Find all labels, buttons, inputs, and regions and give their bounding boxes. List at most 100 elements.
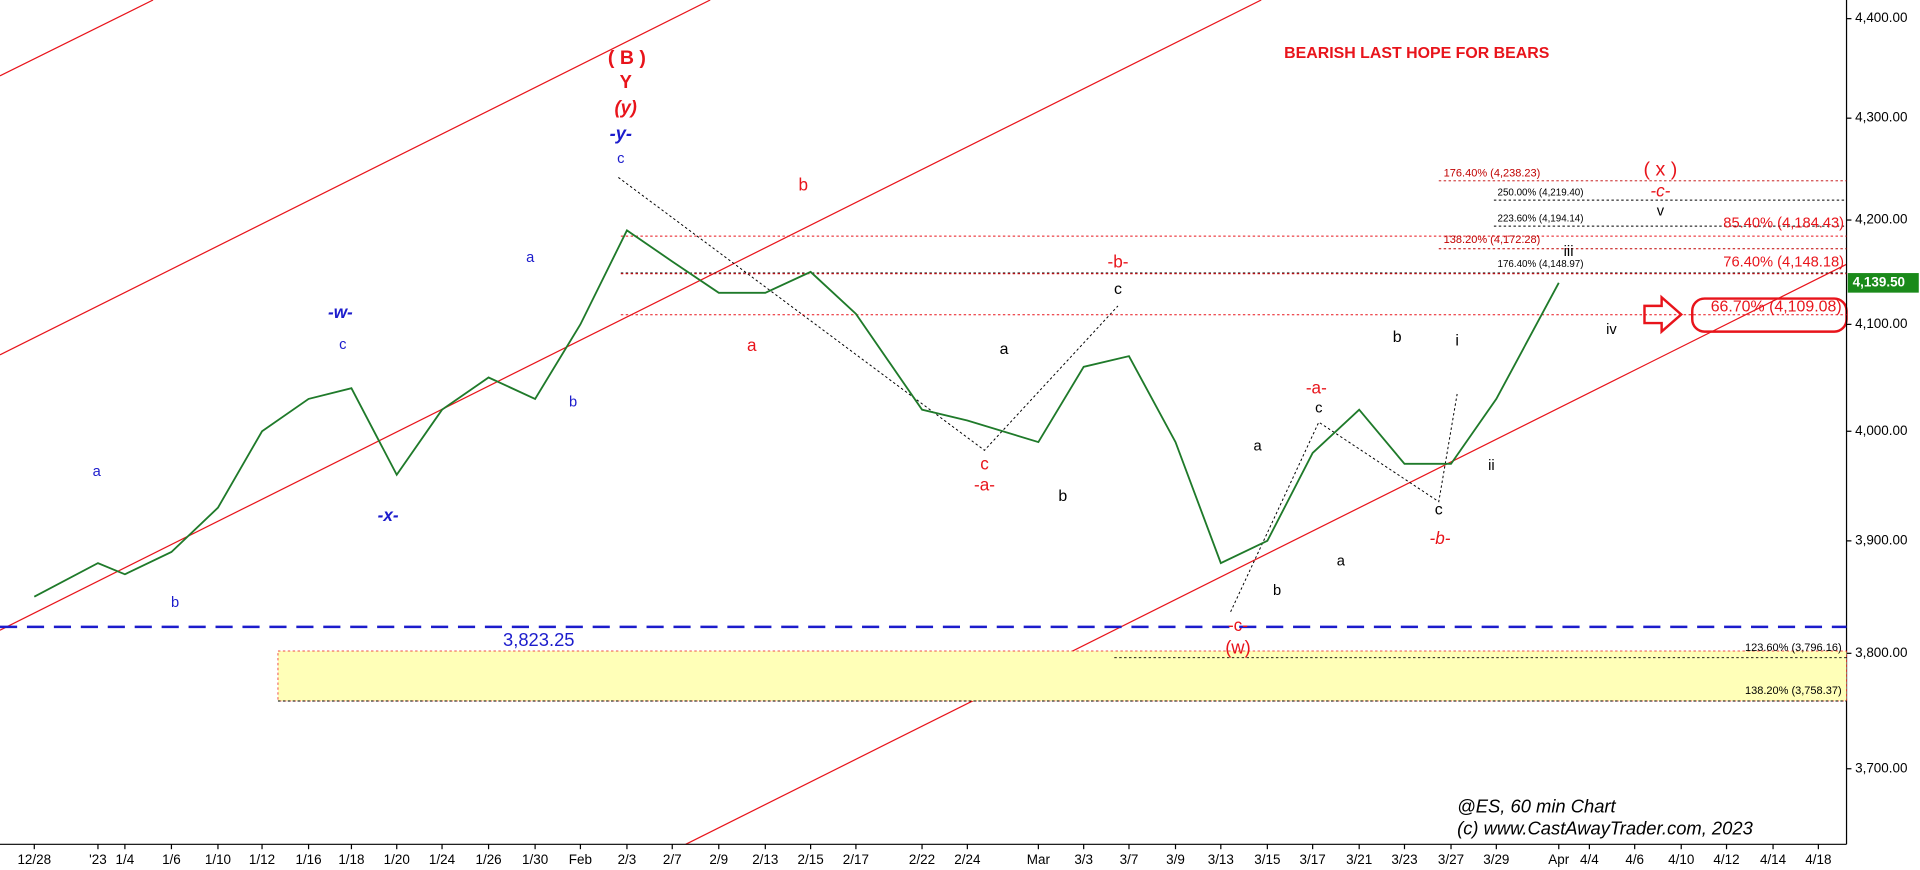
x-tick-label: 2/7: [663, 852, 682, 867]
wave-label: (w): [1225, 636, 1251, 657]
wave-label: -a-: [1306, 378, 1327, 398]
channel-line: [0, 0, 711, 356]
fib-label: 66.70% (4,109.08): [1711, 299, 1842, 316]
wave-label: b: [1393, 329, 1402, 346]
y-tick-label: 3,800.00: [1855, 645, 1907, 660]
x-tick-label: 1/6: [162, 852, 181, 867]
y-tick-label: 3,700.00: [1855, 760, 1907, 775]
wave-label: a: [1337, 554, 1346, 570]
x-tick-label: 2/15: [798, 852, 824, 867]
wave-label: b: [1273, 583, 1281, 599]
price-line: [33, 229, 1560, 598]
wave-label: ii: [1488, 458, 1495, 474]
wave-label: ( B ): [608, 47, 646, 69]
wave-label: Y: [620, 71, 632, 92]
y-tick-label: 4,000.00: [1855, 423, 1907, 438]
x-tick-label: 2/17: [843, 852, 869, 867]
x-tick-label: 3/21: [1346, 852, 1372, 867]
wave-label: -c-: [1650, 181, 1670, 201]
fib-label: 223.60% (4,194.14): [1498, 213, 1584, 224]
x-tick-label: 3/15: [1254, 852, 1280, 867]
wave-label: v: [1657, 204, 1665, 220]
x-tick-label: 1/16: [295, 852, 321, 867]
x-tick-label: 4/12: [1713, 852, 1739, 867]
arrow: [1643, 294, 1684, 335]
x-tick-label: 2/22: [909, 852, 935, 867]
wave-label: -b-: [1430, 528, 1451, 548]
x-tick-label: 4/6: [1625, 852, 1644, 867]
fib-label: 176.40% (4,238.23): [1444, 167, 1541, 179]
wave-label: -b-: [1107, 252, 1128, 272]
x-tick-label: 1/10: [205, 852, 231, 867]
x-tick-label: '23: [89, 852, 107, 867]
x-tick-label: 1/12: [249, 852, 275, 867]
x-tick-label: 3/27: [1438, 852, 1464, 867]
wave-label: -x-: [378, 505, 399, 525]
wave-label: iv: [1606, 322, 1617, 338]
wave-line: [618, 177, 1119, 451]
wave-line: [1230, 393, 1458, 613]
x-tick-label: 3/23: [1391, 852, 1417, 867]
fib-label: 85.40% (4,184.43): [1723, 216, 1844, 232]
wave-label: c: [1114, 281, 1122, 298]
fib-label: 123.60% (3,796.16): [1745, 642, 1842, 654]
wave-label: a: [1000, 341, 1009, 358]
x-tick-label: 1/18: [338, 852, 364, 867]
wave-label: a: [1253, 439, 1262, 455]
x-tick-label: Feb: [569, 852, 592, 867]
support-label: 3,823.25: [503, 629, 574, 650]
x-tick-label: 1/4: [116, 852, 135, 867]
x-tick-label: 1/30: [522, 852, 548, 867]
x-tick-label: 1/20: [384, 852, 410, 867]
fib-label: 76.40% (4,148.18): [1723, 255, 1844, 271]
x-tick-label: 1/26: [475, 852, 501, 867]
wave-label: b: [798, 175, 808, 195]
wave-label: c: [980, 454, 989, 474]
x-tick-label: Apr: [1548, 852, 1569, 867]
wave-label: c: [339, 337, 346, 353]
wave-label: a: [747, 335, 757, 355]
wave-label: iii: [1564, 244, 1574, 260]
x-tick-label: 3/29: [1483, 852, 1509, 867]
channel-line: [685, 263, 1847, 845]
x-tick-label: Mar: [1027, 852, 1051, 867]
x-tick-label: 4/18: [1805, 852, 1831, 867]
wave-label: a: [93, 464, 102, 480]
wave-label: BEARISH LAST HOPE FOR BEARS: [1284, 45, 1549, 62]
y-tick-label: 4,100.00: [1855, 316, 1907, 331]
wave-label: i: [1455, 333, 1459, 350]
wave-label: -w-: [328, 302, 353, 322]
fib-label: 138.20% (4,172.28): [1444, 234, 1541, 246]
x-tick-label: 4/4: [1580, 852, 1599, 867]
wave-label: c: [617, 151, 624, 167]
wave-label: b: [1058, 488, 1067, 505]
y-tick-label: 4,300.00: [1855, 110, 1907, 125]
last-price-box: [1847, 273, 1919, 293]
wave-label: (y): [614, 97, 636, 118]
y-tick-label: 3,900.00: [1855, 532, 1907, 547]
wave-label: c: [1315, 401, 1322, 417]
wave-label: -c-: [1228, 615, 1248, 635]
x-tick-label: 2/9: [709, 852, 728, 867]
x-tick-label: 3/13: [1208, 852, 1234, 867]
fib-label: 176.40% (4,148.97): [1498, 259, 1584, 270]
wave-label: -a-: [974, 474, 995, 494]
wave-label: @ES, 60 min Chart: [1457, 795, 1616, 816]
support-zone: [277, 650, 1847, 702]
y-tick-label: 4,200.00: [1855, 212, 1907, 227]
wave-label: -y-: [610, 122, 632, 143]
x-tick-label: 2/13: [752, 852, 778, 867]
channel-line: [0, 0, 154, 77]
last-price-label: 4,139.50: [1853, 274, 1905, 289]
wave-label: a: [526, 250, 535, 266]
fib-label: 138.20% (3,758.37): [1745, 685, 1842, 697]
x-tick-label: 3/3: [1074, 852, 1093, 867]
x-tick-label: 12/28: [17, 852, 51, 867]
x-tick-label: 4/10: [1668, 852, 1694, 867]
wave-label: (c) www.CastAwayTrader.com, 2023: [1457, 817, 1753, 838]
wave-label: c: [1435, 501, 1443, 518]
x-tick-label: 2/3: [618, 852, 637, 867]
wave-label: ( x ): [1644, 158, 1678, 180]
